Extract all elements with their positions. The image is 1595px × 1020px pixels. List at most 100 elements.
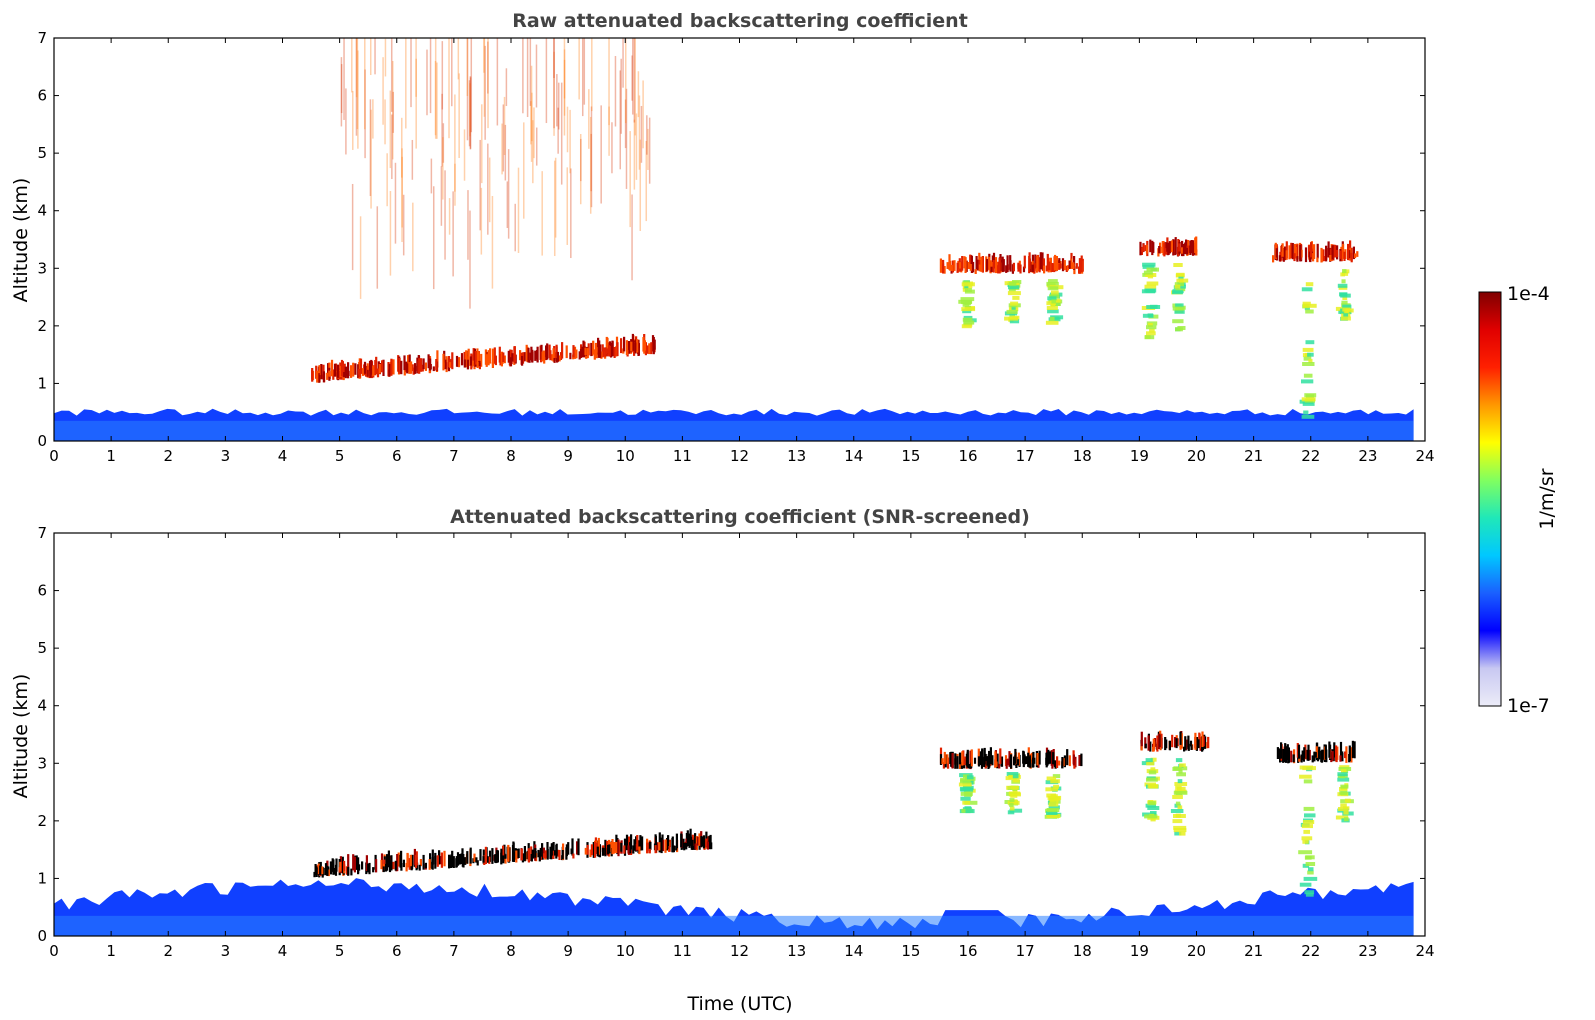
virga-mark	[958, 782, 972, 787]
cloud-mark	[1161, 246, 1164, 253]
virga-mark	[1008, 791, 1021, 796]
cloud-mark	[464, 857, 467, 865]
noise-streak	[352, 90, 354, 150]
cloud-mark	[709, 834, 712, 845]
cloud-mark	[1025, 756, 1028, 764]
cloud-mark	[1168, 740, 1171, 751]
y-tick-label: 6	[37, 87, 47, 105]
cloud-mark	[1052, 752, 1055, 765]
cloud-mark	[515, 850, 518, 863]
cloud-mark	[489, 348, 492, 364]
cloud-mark	[978, 264, 981, 272]
cloud-mark	[479, 849, 482, 861]
cloud-mark	[1168, 241, 1171, 254]
virga-mark	[1175, 284, 1186, 289]
cloud-mark	[344, 366, 347, 379]
cloud-mark	[1288, 245, 1291, 260]
cloud-mark	[1013, 756, 1016, 766]
virga-mark	[1048, 802, 1059, 807]
cloud-mark	[519, 350, 522, 361]
cloud-mark	[1163, 242, 1166, 257]
noise-streak	[600, 105, 602, 204]
cloud-mark	[578, 351, 581, 360]
cloud-mark	[1017, 262, 1020, 269]
cloud-mark	[943, 266, 946, 274]
virga-mark	[1305, 892, 1314, 897]
cloud-mark	[414, 363, 417, 374]
cloud-mark	[432, 366, 435, 372]
cloud-mark	[961, 751, 964, 766]
noise-streak	[359, 216, 362, 299]
cloud-mark	[638, 846, 641, 855]
cloud-mark	[561, 342, 564, 359]
cloud-mark	[597, 837, 600, 855]
virga-mark	[962, 309, 972, 314]
virga-mark	[1343, 312, 1349, 317]
noise-streak	[535, 44, 538, 108]
x-tick-label: 21	[1244, 447, 1263, 465]
cloud-mark	[339, 861, 342, 872]
cloud-mark	[632, 845, 635, 854]
noise-streak	[514, 203, 516, 252]
x-tick-label: 8	[506, 942, 516, 960]
cloud-mark	[523, 846, 526, 860]
cloud-mark	[428, 859, 431, 870]
virga-mark	[1177, 805, 1183, 810]
virga-mark	[1009, 808, 1023, 813]
virga-mark	[963, 774, 970, 779]
cloud-mark	[427, 354, 430, 369]
cloud-mark	[555, 344, 558, 359]
cloud-mark	[378, 364, 381, 374]
cloud-mark	[565, 345, 568, 359]
noise-streak	[563, 59, 566, 116]
cloud-mark	[1316, 243, 1319, 259]
noise-streak	[415, 58, 417, 149]
noise-streak	[569, 109, 571, 174]
virga-mark	[1302, 766, 1316, 771]
cloud-mark	[1001, 259, 1004, 272]
y-tick-label: 5	[37, 639, 47, 657]
noise-streak	[648, 117, 651, 184]
noise-streak	[401, 117, 403, 178]
cloud-mark	[1166, 242, 1169, 252]
cloud-mark	[601, 847, 604, 856]
virga-mark	[1051, 290, 1059, 295]
noise-streak	[343, 38, 345, 120]
cloud-mark	[1141, 247, 1144, 253]
cloud-mark	[482, 856, 485, 863]
panel-raw-plot-area	[54, 38, 1414, 441]
cloud-mark	[706, 841, 709, 850]
cloud-mark	[494, 854, 497, 863]
cloud-mark	[429, 853, 432, 865]
cloud-mark	[376, 368, 380, 378]
virga-mark	[1050, 779, 1060, 784]
cloud-mark	[654, 845, 657, 854]
virga-mark	[1302, 820, 1315, 824]
cloud-mark	[642, 337, 645, 352]
cloud-mark	[1300, 754, 1303, 763]
cloud-mark	[992, 260, 995, 273]
x-tick-label: 15	[901, 942, 920, 960]
virga-mark	[1339, 787, 1348, 791]
noise-streak	[533, 107, 535, 159]
cloud-mark	[1348, 754, 1351, 763]
cloud-mark	[959, 761, 962, 769]
virga-mark	[1046, 776, 1057, 781]
noise-streak	[580, 138, 582, 182]
noise-streak	[570, 168, 572, 259]
cloud-mark	[390, 855, 393, 871]
virga-mark	[1177, 779, 1183, 784]
x-tick-label: 3	[221, 942, 231, 960]
noise-streak	[614, 55, 617, 127]
virga-mark	[960, 791, 973, 796]
virga-mark	[964, 800, 978, 805]
virga-mark	[961, 307, 976, 312]
cloud-mark	[1073, 266, 1076, 275]
cloud-mark	[1062, 758, 1065, 767]
virga-mark	[1179, 831, 1186, 836]
cloud-mark	[1328, 741, 1331, 758]
noise-streak	[530, 65, 533, 162]
cloud-mark	[981, 749, 984, 766]
cloud-mark	[1318, 746, 1321, 760]
noise-streak	[429, 38, 432, 114]
